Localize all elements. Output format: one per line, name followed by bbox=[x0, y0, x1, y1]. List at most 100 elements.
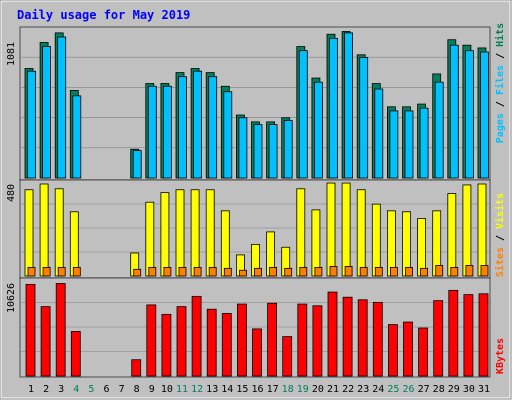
y-max-label-top: 1081 bbox=[6, 42, 17, 66]
bar-kbytes bbox=[478, 293, 489, 377]
y-axis-slash-1: / bbox=[495, 95, 506, 113]
bar-sites bbox=[359, 266, 368, 277]
bar-kbytes bbox=[463, 294, 474, 377]
bars-bottom bbox=[25, 283, 489, 377]
bar-visits bbox=[69, 211, 79, 277]
y-axis-label-files: Files bbox=[494, 65, 506, 95]
x-tick-label: 21 bbox=[327, 384, 339, 395]
x-tick-label: 2 bbox=[43, 384, 49, 395]
bar-files bbox=[253, 124, 263, 179]
bar-files bbox=[238, 117, 248, 179]
bar-kbytes bbox=[372, 301, 383, 377]
bar-kbytes bbox=[342, 296, 353, 377]
bar-visits bbox=[205, 189, 215, 277]
x-tick-label: 13 bbox=[206, 384, 218, 395]
bar-files bbox=[162, 85, 172, 179]
bar-files bbox=[132, 150, 142, 179]
x-tick-label: 7 bbox=[119, 384, 125, 395]
x-tick-label: 18 bbox=[282, 384, 294, 395]
chart-title: Daily usage for May 2019 bbox=[17, 8, 190, 22]
x-tick-label: 5 bbox=[88, 384, 94, 395]
bar-files bbox=[389, 110, 399, 179]
bar-sites bbox=[435, 265, 444, 277]
bar-sites bbox=[269, 266, 278, 277]
bar-sites bbox=[254, 267, 262, 277]
y-axis-label-top: Pages / Files / Hits bbox=[494, 23, 506, 143]
bar-visits bbox=[402, 211, 411, 277]
bar-visits bbox=[160, 192, 170, 277]
bar-sites bbox=[57, 266, 66, 277]
bar-visits bbox=[175, 189, 185, 277]
bar-kbytes bbox=[25, 283, 36, 377]
bar-visits bbox=[145, 201, 155, 277]
bar-visits bbox=[54, 188, 64, 277]
bar-files bbox=[449, 44, 459, 179]
x-tick-label: 28 bbox=[433, 384, 445, 395]
x-tick-label: 23 bbox=[357, 384, 369, 395]
x-tick-label: 26 bbox=[402, 384, 414, 395]
bar-visits bbox=[386, 210, 396, 277]
bar-files bbox=[464, 50, 474, 179]
bar-kbytes bbox=[40, 306, 51, 377]
bar-files bbox=[268, 124, 278, 179]
y-axis-label-pages: Pages bbox=[495, 113, 506, 143]
bar-visits bbox=[356, 189, 366, 277]
bar-visits bbox=[341, 182, 351, 277]
bar-files bbox=[147, 85, 157, 179]
x-tick-label: 17 bbox=[267, 384, 279, 395]
y-axis-label-middle: Sites / Visits bbox=[494, 193, 506, 277]
x-tick-label: 27 bbox=[418, 384, 430, 395]
bar-files bbox=[57, 36, 67, 179]
bars-middle bbox=[24, 182, 489, 277]
x-tick-label: 22 bbox=[342, 384, 354, 395]
bar-files bbox=[480, 51, 489, 179]
bar-files bbox=[223, 91, 233, 179]
x-tick-label: 24 bbox=[372, 384, 384, 395]
panel-kbytes: 10626 KBytes bbox=[6, 277, 506, 378]
x-tick-label: 29 bbox=[448, 384, 460, 395]
bar-kbytes bbox=[282, 336, 293, 377]
bar-visits bbox=[190, 189, 200, 277]
x-tick-label: 25 bbox=[387, 384, 399, 395]
bar-kbytes bbox=[357, 299, 368, 377]
bar-sites bbox=[72, 266, 81, 277]
bar-kbytes bbox=[236, 303, 247, 377]
bar-kbytes bbox=[252, 328, 262, 377]
bar-kbytes bbox=[70, 331, 81, 377]
bar-sites bbox=[193, 266, 202, 277]
x-tick-label: 31 bbox=[478, 384, 490, 395]
x-tick-label: 30 bbox=[463, 384, 475, 395]
bar-files bbox=[27, 70, 36, 179]
bar-kbytes bbox=[267, 302, 278, 377]
x-tick-label: 4 bbox=[73, 384, 79, 395]
bar-sites bbox=[208, 266, 217, 277]
bar-sites bbox=[148, 266, 157, 277]
bar-sites bbox=[329, 266, 338, 277]
bar-sites bbox=[223, 267, 232, 277]
panel-pages-files-hits: 1081 Pages / Files / Hits bbox=[6, 23, 506, 181]
bar-sites bbox=[133, 268, 142, 277]
bar-files bbox=[193, 70, 203, 179]
bar-files bbox=[42, 46, 51, 179]
y-max-label-bottom: 10626 bbox=[6, 283, 17, 313]
y-axis-slash-3: / bbox=[495, 229, 506, 247]
bar-visits bbox=[39, 183, 49, 277]
bar-sites bbox=[480, 265, 489, 277]
bar-kbytes bbox=[387, 324, 398, 377]
bar-kbytes bbox=[55, 283, 66, 377]
bar-files bbox=[434, 81, 444, 179]
y-axis-slash-2: / bbox=[495, 47, 506, 65]
x-tick-label: 6 bbox=[103, 384, 109, 395]
bar-visits bbox=[326, 182, 336, 277]
x-tick-label: 12 bbox=[191, 384, 203, 395]
bar-files bbox=[374, 88, 384, 179]
x-tick-label: 19 bbox=[297, 384, 309, 395]
bar-sites bbox=[163, 266, 172, 277]
x-tick-label: 20 bbox=[312, 384, 324, 395]
bar-kbytes bbox=[221, 313, 232, 377]
bar-files bbox=[72, 95, 82, 179]
bar-kbytes bbox=[312, 305, 323, 377]
bar-visits bbox=[447, 193, 457, 277]
